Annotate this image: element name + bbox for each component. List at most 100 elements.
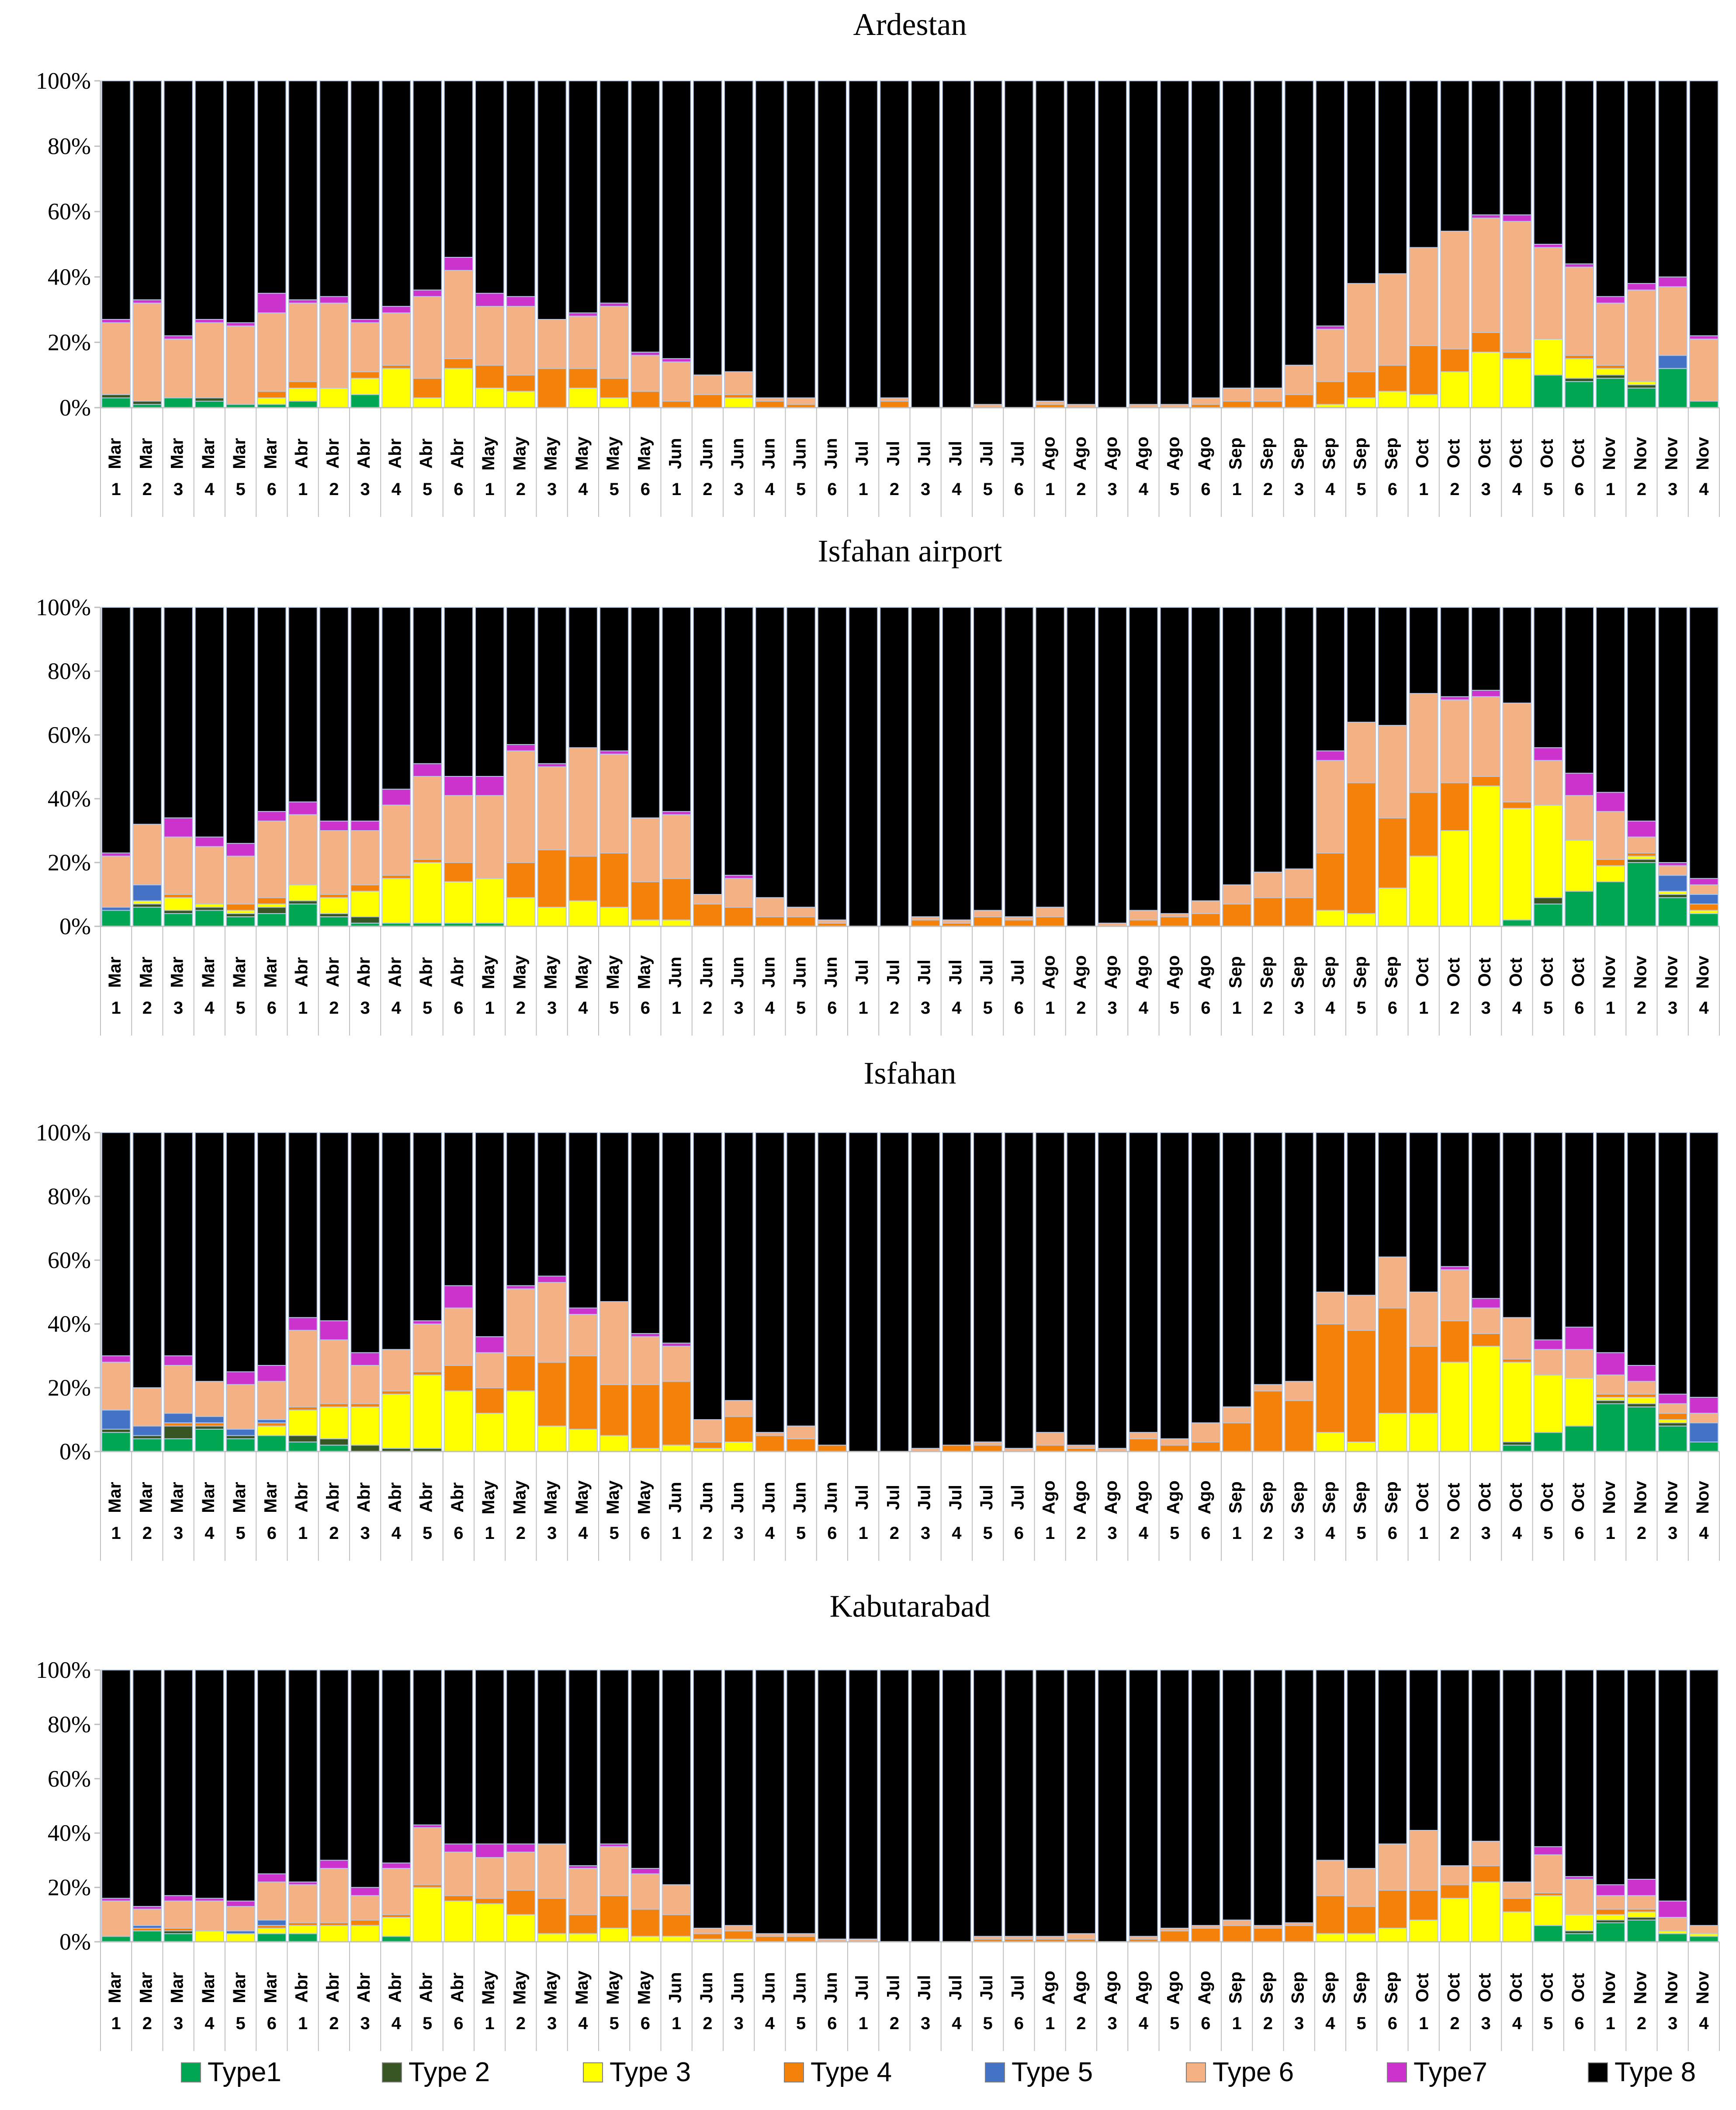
bar-segment-type8: [973, 80, 1003, 405]
bar-segment-type4: [599, 378, 629, 398]
bar-segment-type6: [319, 1868, 349, 1923]
y-tick-label: 40%: [48, 1820, 91, 1846]
x-month-label: Jul: [946, 960, 965, 985]
x-week-label: 5: [983, 480, 993, 499]
bar-segment-type6: [350, 830, 380, 886]
x-month-label: May: [634, 1970, 654, 2005]
bar-segment-type7: [662, 811, 691, 815]
bar-segment-type2: [288, 1435, 318, 1443]
bar-segment-type8: [350, 1132, 380, 1353]
bar-segment-type5: [257, 1919, 287, 1926]
x-month-label: Sep: [1289, 1481, 1308, 1513]
bar-segment-type3: [1471, 351, 1501, 409]
bar-segment-type7: [319, 296, 349, 304]
bar-segment-type6: [444, 270, 473, 359]
bar-segment-type8: [1627, 1670, 1656, 1880]
bar-segment-type1: [226, 916, 256, 927]
bar-segment-type1: [1627, 388, 1656, 408]
bar-segment-type8: [226, 1670, 256, 1902]
x-month-label: Oct: [1538, 439, 1557, 468]
x-month-label: Jun: [759, 438, 778, 469]
x-week-label: 3: [547, 1524, 557, 1543]
bar-segment-type3: [1564, 1914, 1594, 1932]
bar-segment-type5: [1658, 355, 1687, 369]
x-month-label: Jul: [915, 1975, 934, 2000]
bar-segment-type4: [817, 1445, 847, 1452]
bar-segment-type8: [693, 1670, 722, 1929]
bar-segment-type3: [1596, 368, 1625, 376]
bar-segment-type3: [475, 1903, 505, 1942]
bar-segment-type1: [1502, 1445, 1532, 1452]
x-month-label: Nov: [1631, 1971, 1650, 2004]
bar-segment-type7: [1440, 696, 1469, 700]
bar-segment-type8: [1222, 1670, 1252, 1921]
legend-swatch: [1186, 2062, 1206, 2082]
bar-segment-type8: [1502, 1132, 1532, 1318]
bar-segment-type5: [101, 1410, 131, 1430]
bar-segment-type4: [662, 401, 691, 408]
bar-segment-type8: [101, 607, 131, 854]
x-week-label: 1: [1045, 1524, 1055, 1543]
bar-segment-type6: [537, 1843, 567, 1899]
bar-segment-type6: [1471, 1840, 1501, 1866]
bar-segment-type1: [288, 1933, 318, 1942]
x-week-label: 5: [423, 2014, 432, 2033]
x-month-label: Abr: [354, 439, 374, 469]
x-month-label: Oct: [1506, 1973, 1525, 2003]
bar-segment-type1: [1564, 1425, 1594, 1452]
x-week-label: 4: [204, 2014, 215, 2033]
x-month-label: Mar: [261, 1482, 280, 1513]
x-month-label: Jun: [790, 1972, 810, 2003]
bar-segment-type4: [1315, 381, 1345, 405]
bar-segment-type1: [1564, 890, 1594, 927]
bar-segment-type4: [163, 894, 193, 898]
x-month-label: Ago: [1071, 437, 1090, 471]
x-week-label: 5: [796, 2014, 806, 2033]
bar-segment-type7: [444, 776, 473, 796]
legend-label: Type7: [1414, 2057, 1487, 2087]
x-week-label: 1: [1606, 1524, 1615, 1543]
bar-segment-type3: [350, 1925, 380, 1943]
x-week-label: 4: [952, 998, 962, 1018]
x-week-label: 3: [921, 2014, 930, 2033]
legend-swatch: [784, 2062, 804, 2082]
bar-segment-type6: [257, 1381, 287, 1420]
x-month-label: Abr: [417, 957, 436, 987]
bar-segment-type7: [475, 1336, 505, 1353]
y-tick-label: 40%: [48, 264, 91, 290]
bar-segment-type6: [1471, 1307, 1501, 1334]
x-week-label: 3: [734, 1524, 744, 1543]
bar-segment-type6: [319, 302, 349, 389]
bar-segment-type8: [1533, 80, 1563, 245]
bar-segment-type2: [132, 1435, 162, 1439]
bar-segment-type8: [1098, 1670, 1127, 1942]
bar-segment-type3: [475, 388, 505, 408]
x-week-label: 4: [765, 2014, 775, 2033]
bar-segment-type8: [1378, 80, 1407, 274]
bar-segment-type7: [1533, 1339, 1563, 1350]
x-week-label: 5: [983, 2014, 993, 2033]
bar-segment-type6: [1658, 865, 1687, 876]
bar-segment-type4: [1378, 1307, 1407, 1414]
bar-segment-type8: [475, 607, 505, 777]
bar-segment-type8: [506, 80, 536, 297]
bar-segment-type6: [942, 919, 971, 924]
bar-segment-type8: [1284, 607, 1314, 870]
x-month-label: Jun: [790, 1482, 810, 1513]
bar-segment-type4: [506, 862, 536, 898]
bar-segment-type3: [257, 903, 287, 908]
bar-segment-type7: [1315, 750, 1345, 761]
bar-segment-type3: [288, 388, 318, 402]
x-week-label: 2: [890, 2014, 899, 2033]
bar-segment-type8: [1191, 1132, 1220, 1424]
bar-segment-type4: [475, 1387, 505, 1414]
x-week-label: 5: [236, 1524, 246, 1543]
x-week-label: 6: [454, 480, 463, 499]
bar-segment-type8: [1035, 1132, 1065, 1433]
x-week-label: 3: [1668, 998, 1677, 1018]
bar-segment-type7: [631, 351, 660, 356]
x-month-label: Sep: [1351, 1971, 1370, 2003]
x-month-label: Sep: [1257, 956, 1276, 988]
x-month-label: Mar: [168, 1972, 187, 2003]
x-week-label: 1: [672, 1524, 681, 1543]
